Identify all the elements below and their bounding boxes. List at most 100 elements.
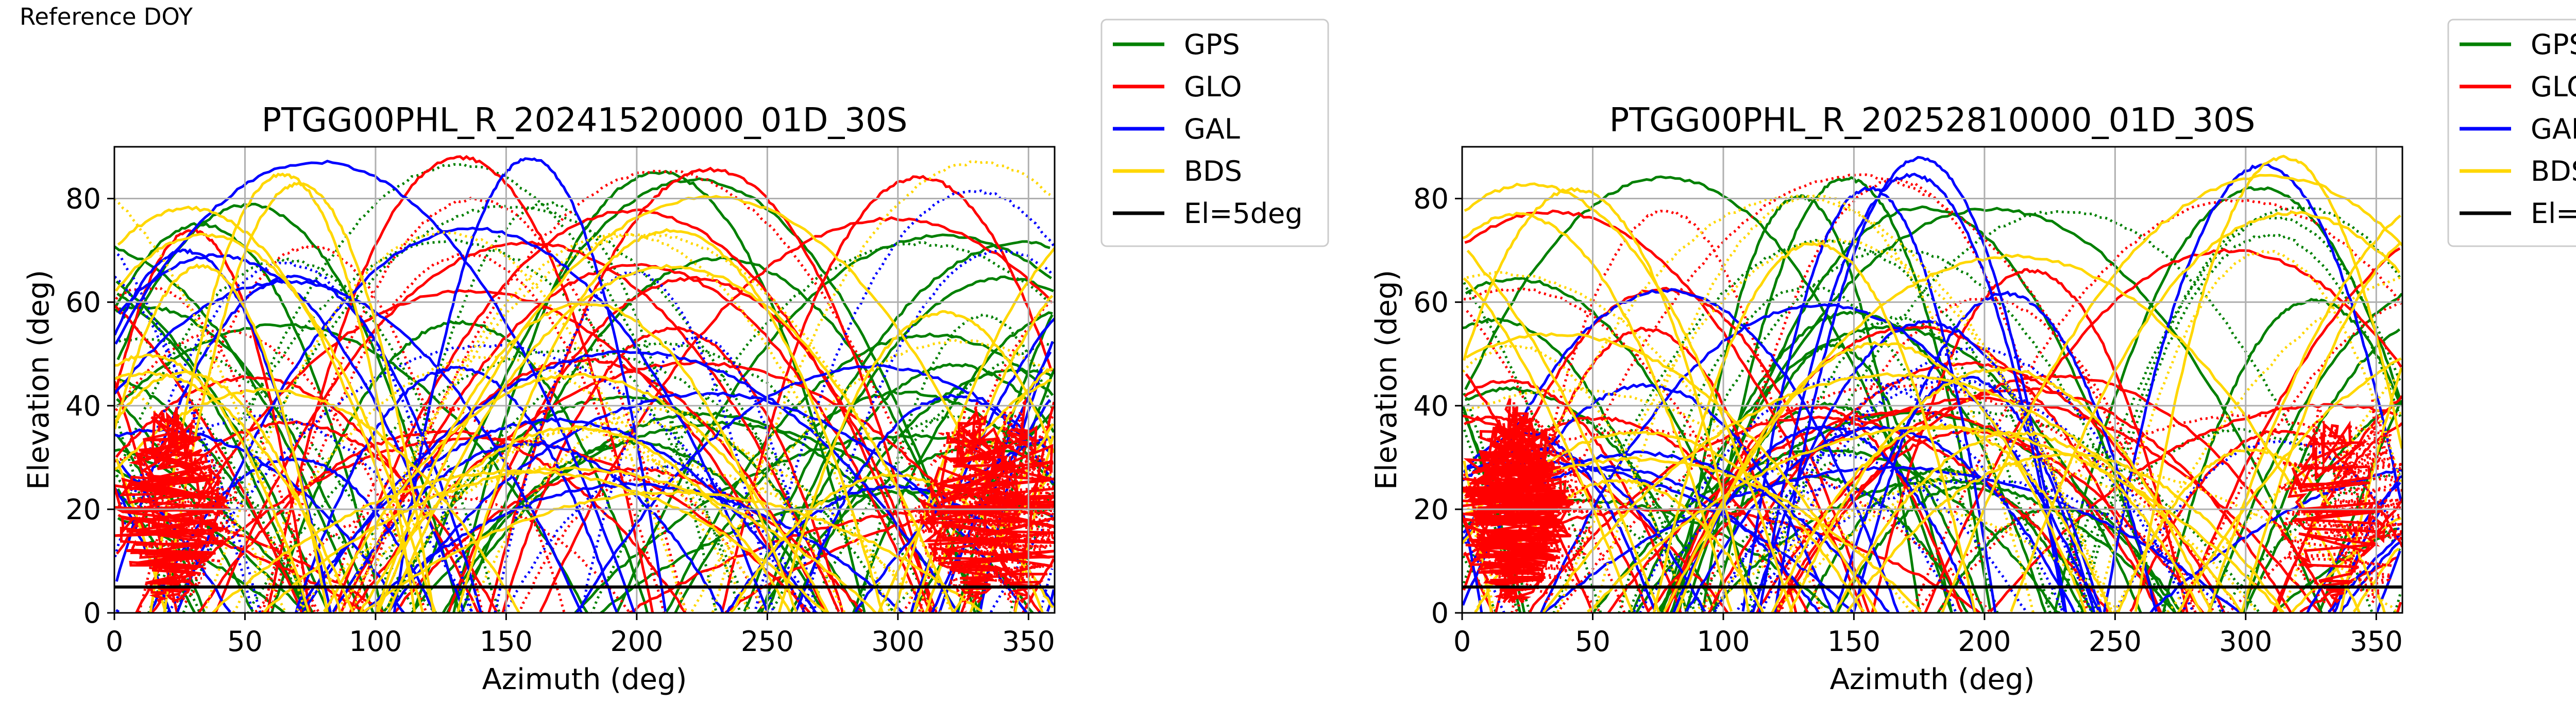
track-glo-128 bbox=[1474, 412, 1574, 604]
track-bds-104 bbox=[1833, 431, 2202, 613]
track-gps-26 bbox=[1659, 207, 2323, 613]
track-glo-42 bbox=[1515, 173, 2196, 613]
legend: GPS GLO GAL BDS El=5deg bbox=[2447, 19, 2576, 247]
track-bds-100 bbox=[163, 181, 435, 613]
y-tick-label-2: 40 bbox=[65, 390, 101, 422]
track-glo-60 bbox=[1466, 198, 2402, 613]
track-glo-38 bbox=[501, 326, 844, 613]
track-bds-113 bbox=[1788, 367, 2213, 613]
legend-entry-4: El=5deg bbox=[1184, 197, 1303, 230]
x-tick-label-0: 0 bbox=[106, 625, 123, 658]
track-gps-19 bbox=[116, 275, 1054, 613]
legend-entry-4: El=5deg bbox=[2531, 197, 2576, 230]
track-glo-128 bbox=[973, 397, 1055, 604]
track-glo-129 bbox=[136, 409, 237, 604]
track-gal-78 bbox=[114, 249, 1053, 613]
axes-frame bbox=[1461, 146, 2403, 614]
axes-frame bbox=[113, 146, 1056, 614]
track-gps-25 bbox=[460, 256, 980, 613]
x-tick-label-5: 250 bbox=[2089, 625, 2142, 658]
track-gps-15 bbox=[246, 347, 895, 613]
track-glo-57 bbox=[1916, 506, 2216, 613]
x-tick-label-7: 350 bbox=[1002, 625, 1055, 658]
track-glo-63 bbox=[1463, 428, 2399, 613]
track-bds-105 bbox=[1474, 194, 2114, 613]
track-gal-69 bbox=[1462, 439, 2402, 613]
page-title: Reference DOY bbox=[20, 3, 193, 30]
track-gal-68 bbox=[1773, 156, 2067, 613]
track-bds-106 bbox=[211, 469, 827, 613]
legend-entry-0: GPS bbox=[1184, 28, 1240, 61]
track-gal-70 bbox=[294, 366, 618, 613]
y-tick-label-3: 60 bbox=[1413, 286, 1449, 319]
y-tick-label-0: 0 bbox=[83, 597, 101, 629]
track-glo-34 bbox=[447, 276, 938, 613]
x-tick-label-6: 300 bbox=[2219, 625, 2272, 658]
track-gps-28 bbox=[452, 169, 866, 613]
satellite-tracks bbox=[114, 155, 1055, 613]
track-bds-118 bbox=[323, 372, 830, 613]
track-glo-63 bbox=[115, 284, 1054, 612]
x-tick-label-5: 250 bbox=[741, 625, 794, 658]
track-bds-113 bbox=[456, 228, 884, 613]
track-glo-41 bbox=[134, 289, 806, 613]
legend: GPS GLO GAL BDS El=5deg bbox=[1100, 19, 1329, 247]
track-bds-97 bbox=[262, 466, 877, 613]
track-gps-25 bbox=[1701, 176, 1992, 613]
track-bds-111 bbox=[1466, 387, 2401, 613]
track-bds-117 bbox=[1466, 270, 2402, 613]
track-gal-78 bbox=[1713, 484, 1958, 613]
legend-entry-1: GLO bbox=[2531, 71, 2576, 103]
track-bds-108 bbox=[333, 420, 925, 613]
y-tick-label-4: 80 bbox=[1413, 183, 1449, 215]
x-tick-label-3: 150 bbox=[480, 625, 533, 658]
track-gps-33 bbox=[117, 494, 1055, 613]
track-bds-90 bbox=[1462, 344, 2402, 613]
legend-entry-3: BDS bbox=[1184, 155, 1242, 187]
x-tick-label-4: 200 bbox=[610, 625, 663, 658]
track-glo-52 bbox=[1664, 404, 1963, 613]
legend-box bbox=[1100, 19, 1329, 247]
x-tick-label-1: 50 bbox=[227, 625, 263, 658]
x-tick-label-4: 200 bbox=[1958, 625, 2011, 658]
track-gal-72 bbox=[114, 261, 1054, 613]
track-gps-30 bbox=[182, 204, 840, 613]
track-glo-60 bbox=[138, 244, 484, 613]
track-glo-129 bbox=[2274, 405, 2375, 604]
x-tick-label-2: 100 bbox=[349, 625, 402, 658]
track-bds-93 bbox=[1693, 505, 2122, 613]
track-gal-83 bbox=[301, 350, 959, 613]
y-tick-label-3: 60 bbox=[65, 286, 101, 319]
legend-entry-2: GAL bbox=[1184, 113, 1240, 145]
x-tick-label-6: 300 bbox=[871, 625, 924, 658]
track-gps-9 bbox=[1463, 205, 2402, 613]
track-glo-126 bbox=[912, 403, 1017, 604]
track-gal-80 bbox=[393, 157, 667, 613]
legend-entry-0: GPS bbox=[2531, 28, 2576, 61]
track-bds-99 bbox=[383, 426, 768, 613]
track-bds-92 bbox=[362, 490, 983, 613]
x-tick-label-0: 0 bbox=[1453, 625, 1471, 658]
track-bds-118 bbox=[1465, 332, 2402, 613]
track-gal-75 bbox=[504, 465, 816, 613]
x-axis-label: Azimuth (deg) bbox=[1830, 663, 2035, 696]
track-bds-114 bbox=[350, 232, 891, 613]
x-tick-label-3: 150 bbox=[1827, 625, 1880, 658]
y-tick-label-0: 0 bbox=[1431, 597, 1449, 629]
track-glo-35 bbox=[1463, 430, 2402, 613]
legend-box bbox=[2447, 19, 2576, 247]
track-bds-107 bbox=[377, 195, 1044, 613]
track-gps-13 bbox=[1937, 505, 2177, 613]
x-tick-label-1: 50 bbox=[1575, 625, 1611, 658]
track-bds-103 bbox=[1675, 340, 2087, 613]
x-axis-label: Azimuth (deg) bbox=[482, 663, 687, 696]
y-tick-label-1: 20 bbox=[65, 493, 101, 526]
chart-title: PTGG00PHL_R_20252810000_01D_30S bbox=[1609, 101, 2256, 140]
track-bds-100 bbox=[1770, 423, 2113, 613]
track-bds-92 bbox=[1466, 174, 2402, 613]
track-gal-84 bbox=[1734, 477, 2227, 613]
y-tick-label-4: 80 bbox=[65, 183, 101, 215]
track-gps-28 bbox=[1684, 205, 2160, 612]
y-tick-label-1: 20 bbox=[1413, 493, 1449, 526]
